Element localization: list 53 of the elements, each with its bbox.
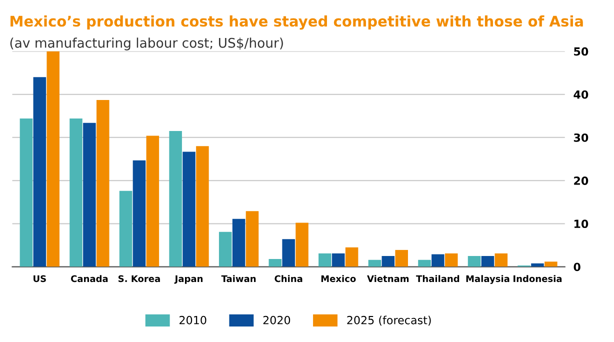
bar (232, 218, 246, 267)
y-tick-label: 30 (574, 133, 588, 142)
legend-label: 2010 (180, 316, 206, 324)
bar (146, 136, 160, 267)
bar (494, 253, 508, 267)
x-tick-label: Vietnam (367, 275, 409, 282)
bar (182, 152, 196, 267)
bar (83, 122, 96, 267)
bar (395, 250, 408, 267)
x-tick-label: Malaysia (466, 275, 510, 284)
bar (432, 254, 444, 267)
x-tick-label: Thailand (416, 275, 460, 282)
bar (296, 222, 308, 267)
bar (345, 247, 358, 267)
bar (481, 256, 494, 267)
bar (20, 118, 33, 267)
x-tick-label: Taiwan (221, 275, 256, 282)
bar (246, 211, 259, 267)
bar (119, 190, 132, 267)
bar (332, 253, 345, 267)
legend-label: 2025 (forecast) (347, 316, 431, 326)
bar (169, 131, 182, 267)
y-tick-label: 20 (574, 176, 588, 185)
bar (382, 256, 395, 267)
x-tick-label: China (274, 275, 302, 282)
chart-subtitle: (av manufacturing labour cost; US$/hour) (10, 38, 283, 50)
chart-title: Mexico’s production costs have stayed competitive with those of Asia (10, 15, 583, 30)
bar (444, 253, 458, 267)
bar (282, 239, 295, 267)
y-tick-label: 0 (574, 262, 580, 272)
legend-label: 2020 (263, 316, 290, 324)
bar (418, 260, 431, 267)
bar (33, 77, 46, 267)
x-tick-label: Japan (174, 275, 203, 284)
bar (268, 259, 282, 267)
bar (46, 51, 60, 267)
y-tick-label: 10 (574, 220, 588, 228)
x-tick-label: US (34, 275, 46, 282)
x-tick-label: S. Korea (118, 275, 160, 282)
bar (468, 256, 481, 267)
y-tick-label: 50 (574, 47, 588, 56)
bar (96, 100, 110, 267)
x-tick-label: Canada (71, 275, 108, 282)
y-tick-label: 40 (574, 90, 588, 99)
bar (70, 118, 82, 267)
bar (368, 260, 382, 267)
bar (218, 232, 232, 267)
x-tick-label: Indonesia (514, 275, 562, 282)
bar (132, 160, 146, 267)
bar (318, 253, 332, 267)
bar (196, 146, 209, 267)
bar (544, 262, 558, 267)
x-tick-label: Mexico (321, 275, 356, 282)
